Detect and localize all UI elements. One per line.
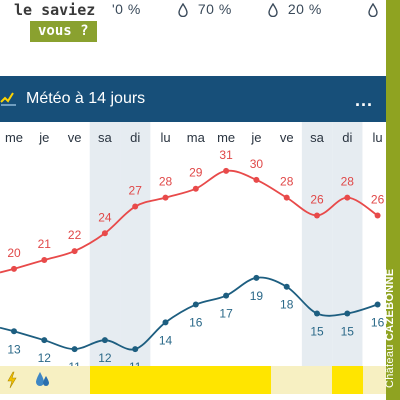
max-temp-point bbox=[344, 194, 351, 201]
min-temp-point bbox=[71, 346, 78, 353]
max-temp-point bbox=[192, 185, 199, 192]
max-temp-label: 28 bbox=[159, 175, 173, 189]
raindrop-icon bbox=[178, 1, 192, 18]
brand-ribbon bbox=[386, 0, 400, 400]
max-temp-label: 29 bbox=[189, 166, 203, 180]
max-temp-point bbox=[283, 194, 290, 201]
weekend-column-bg bbox=[301, 122, 333, 366]
min-temp-label: 17 bbox=[219, 307, 233, 321]
min-temp-label: 18 bbox=[280, 298, 294, 312]
min-temp-label: 19 bbox=[250, 289, 264, 303]
sunny-segment bbox=[332, 366, 363, 394]
max-temp-point bbox=[41, 257, 48, 263]
day-label: me bbox=[217, 130, 235, 145]
ad-banner-line2[interactable]: vous ? bbox=[30, 21, 97, 42]
precip-item-1: '0 % bbox=[106, 1, 141, 21]
max-temp-label: 30 bbox=[250, 157, 264, 171]
max-temp-label: 24 bbox=[98, 210, 112, 224]
min-temp-point bbox=[41, 337, 48, 344]
brand-part2: CAZEBONNE bbox=[384, 268, 396, 341]
max-temp-point bbox=[11, 265, 17, 272]
brand-part1: Château bbox=[384, 340, 396, 388]
max-temp-point bbox=[253, 176, 260, 183]
min-temp-point bbox=[132, 346, 139, 353]
rain-drops-icon bbox=[35, 370, 51, 395]
precip-value: '0 % bbox=[112, 1, 141, 17]
max-temp-label: 28 bbox=[280, 175, 294, 189]
min-temp-point bbox=[374, 301, 381, 308]
day-label: me bbox=[5, 130, 23, 145]
day-label: di bbox=[130, 130, 140, 145]
max-temp-point bbox=[101, 230, 108, 237]
max-temp-point bbox=[71, 248, 78, 255]
weekend-column-bg bbox=[89, 122, 121, 366]
day-label: di bbox=[342, 130, 352, 145]
max-temp-label: 26 bbox=[371, 192, 385, 206]
max-temp-label: 26 bbox=[310, 192, 324, 206]
day-label: je bbox=[250, 130, 261, 145]
raindrop-icon bbox=[368, 1, 378, 18]
max-temp-point bbox=[132, 203, 139, 210]
min-temp-point bbox=[253, 274, 260, 281]
min-temp-point bbox=[192, 301, 199, 308]
day-label: ma bbox=[187, 130, 206, 145]
max-temp-label: 28 bbox=[341, 175, 355, 189]
more-options-button[interactable]: ... bbox=[355, 90, 374, 110]
lightning-icon bbox=[6, 371, 18, 394]
weekend-column-bg bbox=[120, 122, 151, 366]
min-temp-point bbox=[162, 319, 169, 326]
page-title: Météo à 14 jours bbox=[26, 90, 146, 107]
day-label: sa bbox=[310, 130, 325, 145]
min-temp-point bbox=[101, 337, 108, 344]
min-temp-point bbox=[344, 310, 351, 317]
max-temp-point bbox=[374, 212, 381, 219]
min-temp-point bbox=[11, 328, 17, 335]
min-temp-label: 14 bbox=[159, 333, 173, 347]
forecast-chart: me je ve sa di lu ma me je ve sa di lu20212224272829… bbox=[0, 122, 385, 366]
precip-value: 70 % bbox=[197, 1, 232, 17]
precip-value: 20 % bbox=[287, 1, 322, 17]
min-temp-label: 13 bbox=[7, 342, 21, 356]
sunny-segment bbox=[90, 366, 271, 394]
conditions-band bbox=[0, 366, 386, 394]
max-temp-point bbox=[314, 212, 320, 219]
min-temp-label: 15 bbox=[310, 324, 324, 338]
raindrop-icon bbox=[268, 1, 282, 18]
day-label: lu bbox=[373, 130, 383, 145]
precip-item-4 bbox=[368, 1, 378, 21]
forecast-header: Météo à 14 jours ... bbox=[0, 76, 386, 122]
max-temp-label: 31 bbox=[219, 148, 233, 162]
min-temp-label: 16 bbox=[189, 316, 203, 330]
max-temp-label: 20 bbox=[7, 246, 21, 260]
max-temp-label: 21 bbox=[38, 237, 52, 251]
weekend-column-bg bbox=[332, 122, 363, 366]
min-temp-label: 16 bbox=[371, 316, 385, 330]
day-label: je bbox=[38, 130, 49, 145]
day-label: ve bbox=[280, 130, 294, 145]
min-temp-label: 15 bbox=[341, 324, 355, 338]
min-temp-label: 11 bbox=[68, 360, 81, 366]
precip-item-3: 20 % bbox=[268, 1, 322, 21]
max-temp-label: 27 bbox=[129, 184, 143, 198]
day-label: ve bbox=[68, 130, 82, 145]
max-temp-label: 22 bbox=[68, 228, 82, 242]
min-temp-label: 12 bbox=[98, 351, 112, 365]
min-temp-point bbox=[314, 310, 320, 317]
ad-banner-line1[interactable]: le saviez bbox=[0, 0, 104, 21]
min-temp-label: 12 bbox=[38, 351, 52, 365]
brand-name: Château CAZEBONNE bbox=[384, 269, 396, 388]
day-label: sa bbox=[98, 130, 113, 145]
min-temp-point bbox=[223, 292, 230, 299]
precip-item-2: 70 % bbox=[178, 1, 232, 21]
max-temp-point bbox=[162, 194, 169, 201]
chart-trend-icon bbox=[0, 89, 18, 112]
min-temp-point bbox=[283, 283, 290, 290]
precipitation-strip: '0 % 70 % 20 % le saviez vous ? bbox=[0, 0, 386, 66]
max-temp-point bbox=[223, 167, 230, 174]
day-label: lu bbox=[160, 130, 170, 145]
min-temp-label: 11 bbox=[129, 360, 142, 366]
